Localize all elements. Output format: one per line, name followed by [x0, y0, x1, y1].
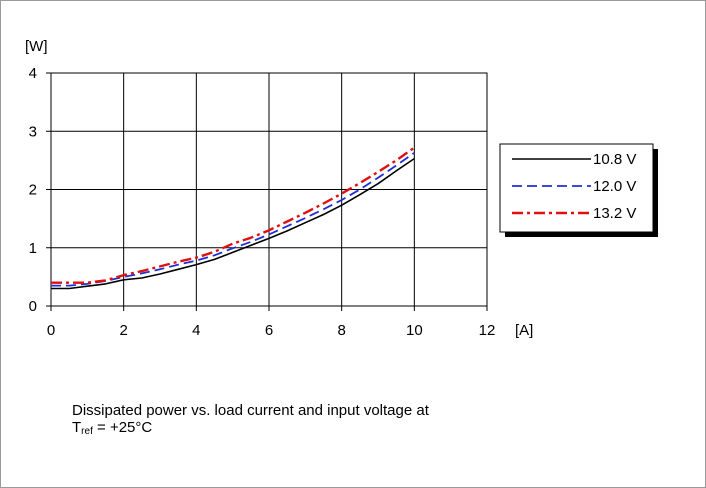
y-tick-label: 4 [29, 65, 37, 82]
x-tick-label: 10 [406, 322, 423, 339]
chart-caption: Dissipated power vs. load current and in… [72, 402, 429, 440]
legend: 10.8 V 12.0 V 13.2 V [499, 143, 658, 237]
legend-label: 10.8 V [593, 151, 636, 168]
y-axis-label: [W] [25, 38, 48, 55]
x-tick-label: 8 [337, 322, 345, 339]
series-line-2 [51, 146, 415, 284]
caption-line-2: Tref = +25°C [72, 419, 429, 440]
grid [46, 72, 488, 311]
series-line-0 [51, 157, 415, 290]
y-tick-label: 0 [29, 298, 37, 315]
y-tick-label: 1 [29, 240, 37, 257]
y-tick-label: 3 [29, 123, 37, 140]
series-layer [51, 146, 415, 290]
x-axis-label: [A] [515, 322, 533, 339]
caption-subscript: ref [81, 426, 93, 437]
x-tick-label: 12 [479, 322, 496, 339]
x-tick-label: 6 [265, 322, 273, 339]
x-tick-label: 0 [47, 322, 55, 339]
x-tick-label: 4 [192, 322, 200, 339]
caption-line-1: Dissipated power vs. load current and in… [72, 402, 429, 419]
legend-label: 12.0 V [593, 178, 636, 195]
x-tick-label: 2 [119, 322, 127, 339]
caption-t: T [72, 419, 82, 436]
caption-temperature: = +25°C [92, 419, 153, 436]
series-line-1 [51, 152, 415, 287]
y-tick-label: 2 [29, 182, 37, 199]
plot-area-border [50, 72, 488, 307]
legend-label: 13.2 V [593, 205, 636, 222]
